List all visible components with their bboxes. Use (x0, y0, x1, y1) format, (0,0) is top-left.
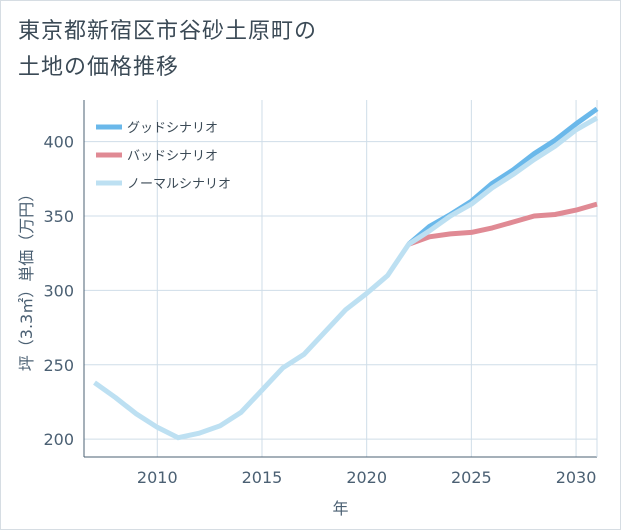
x-axis-title: 年 (332, 499, 348, 518)
series-lines (93, 106, 599, 441)
x-tick-label: 2015 (242, 468, 283, 487)
x-tick-label: 2025 (451, 468, 492, 487)
legend-label-normal: ノーマルシナリオ (127, 177, 231, 192)
y-tick-label: 300 (43, 281, 74, 300)
series-line-normal (93, 115, 599, 441)
y-tick-label: 350 (43, 207, 74, 226)
y-axis-title: 坪（3.3㎡）単価（万円） (17, 186, 36, 371)
legend-label-good: グッドシナリオ (127, 121, 218, 136)
grid (84, 100, 597, 457)
x-tick-label: 2030 (556, 468, 597, 487)
series-line-bad (407, 201, 598, 247)
x-tick-label: 2010 (137, 468, 178, 487)
y-tick-label: 250 (43, 356, 74, 375)
chart-title: 東京都新宿区市谷砂土原町の 土地の価格推移 (18, 19, 318, 80)
y-tick-label: 400 (43, 133, 74, 152)
legend-label-bad: バッドシナリオ (127, 149, 218, 164)
axes: 2010 2015 2020 2025 2030 200 250 300 350 400 (43, 100, 598, 487)
y-tick-label: 200 (43, 430, 74, 449)
x-tick-label: 2020 (346, 468, 387, 487)
